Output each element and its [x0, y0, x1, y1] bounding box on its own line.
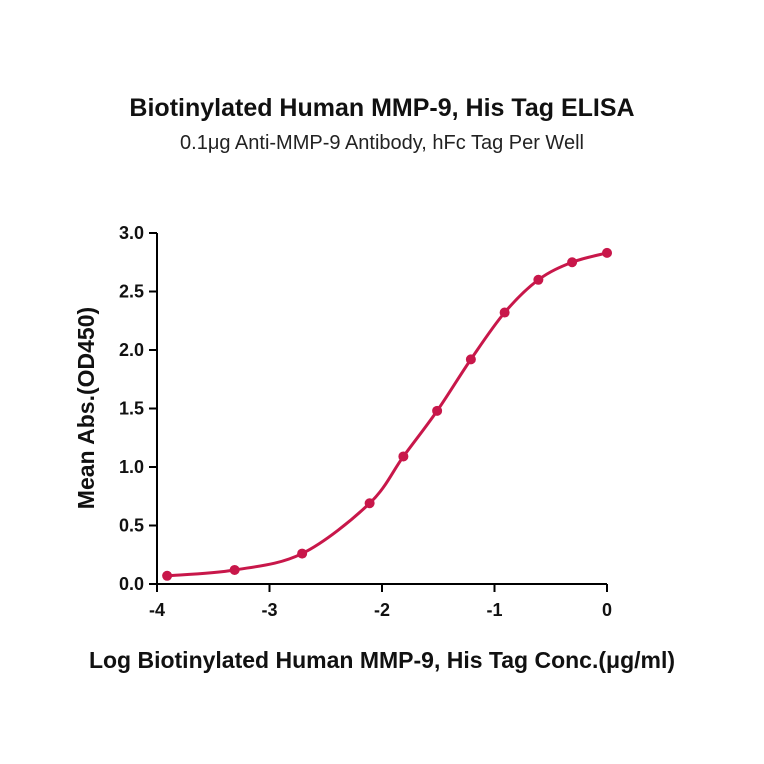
chart-subtitle: 0.1μg Anti-MMP-9 Antibody, hFc Tag Per W…	[180, 132, 584, 154]
y-tick-label: 1.5	[119, 399, 144, 419]
points-layer	[162, 247, 612, 581]
x-axis-title: Log Biotinylated Human MMP-9, His Tag Co…	[89, 647, 675, 673]
y-tick-label: 0.0	[119, 574, 144, 594]
data-point	[533, 274, 544, 285]
data-point	[398, 451, 409, 462]
data-point	[432, 405, 443, 416]
y-axis-title: Mean Abs.(OD450)	[73, 307, 99, 509]
x-tick-label: -1	[486, 600, 502, 620]
y-tick-label: 1.0	[119, 457, 144, 477]
fit-curve	[166, 251, 608, 578]
chart-title: Biotinylated Human MMP-9, His Tag ELISA	[129, 94, 635, 122]
data-point	[499, 307, 510, 318]
axes	[156, 233, 607, 585]
data-point	[297, 548, 308, 559]
ticks: -4 -3 -2 -1 0 0.0 0.5 1.0 1.5 2.0 2.5 3.0	[119, 223, 612, 620]
y-tick-label: 2.5	[119, 282, 144, 302]
x-tick-label: -3	[261, 600, 277, 620]
x-tick-label: 0	[602, 600, 612, 620]
data-point	[229, 564, 240, 575]
data-point	[602, 247, 612, 258]
data-point	[465, 354, 476, 365]
y-tick-label: 0.5	[119, 516, 144, 536]
data-point	[567, 257, 578, 268]
x-tick-label: -4	[149, 600, 165, 620]
curve-layer	[166, 251, 608, 578]
y-tick-label: 2.0	[119, 340, 144, 360]
data-point	[162, 570, 173, 581]
y-tick-label: 3.0	[119, 223, 144, 243]
data-point	[364, 498, 375, 509]
x-tick-label: -2	[374, 600, 390, 620]
